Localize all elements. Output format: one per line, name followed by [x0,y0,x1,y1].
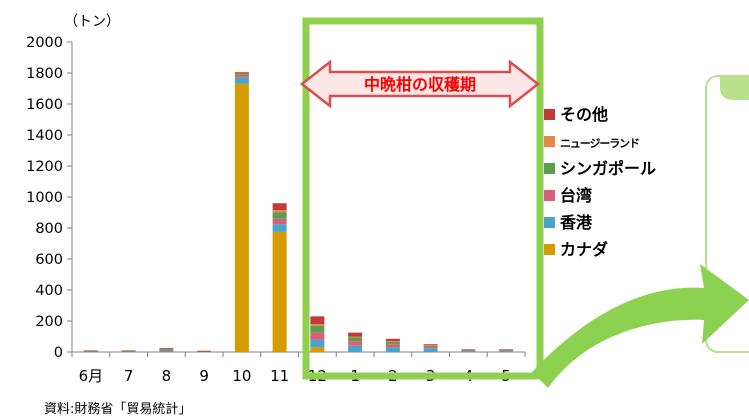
legend-label: 台湾 [560,186,592,205]
bar-segment [348,341,363,346]
legend-label: その他 [560,105,608,124]
bar-segment [121,351,136,353]
x-tick-label: 10 [232,367,251,385]
bar-segment [159,350,174,352]
harvest-period-label: 中晩柑の収穫期 [364,75,476,94]
y-tick-label: 1600 [26,97,63,113]
bar-segment [272,210,287,213]
source-note: 資料:財務省「貿易統計」 [44,402,192,417]
y-tick-label: 800 [35,221,63,237]
bar-segment [197,350,212,352]
bar-segment [385,344,400,348]
legend-swatch [544,109,555,120]
bar-segment [499,349,514,351]
bar-segment [234,77,249,84]
legend-label: カナダ [560,240,608,259]
bars [83,72,514,353]
bar-segment [423,345,438,347]
bar-segment [385,338,400,342]
x-tick-label: 6月 [79,367,104,385]
bar-segment [348,345,363,352]
legend-swatch [544,190,555,201]
bar-segment [159,348,174,350]
x-tick-label: 11 [270,367,289,385]
harvest-season-frame [302,17,544,380]
y-tick-label: 0 [54,345,63,361]
bar-segment [499,351,514,353]
legend-swatch [544,217,555,228]
bar-segment [423,344,438,346]
bar-segment [234,76,249,78]
y-tick-label: 1000 [26,190,63,206]
bar-segment [310,339,325,348]
bar-segment [234,73,249,75]
legend-swatch [544,244,555,255]
bar-segment [348,337,363,342]
bar-segment [385,341,400,345]
bar-segment [385,347,400,352]
y-tick-label: 1800 [26,66,63,82]
x-tick-label: 7 [124,367,134,385]
legend-label: 香港 [559,213,593,232]
bar-segment [83,351,98,353]
bar-segment [423,345,438,346]
bar-segment [272,212,287,219]
bar-segment [499,350,514,352]
y-tick-label: 200 [35,314,63,330]
legend-label: ニュージーランド [560,137,640,150]
curved-arrow [532,264,749,388]
harvest-period-double-arrow [299,59,541,109]
y-tick-label: 1200 [26,159,63,175]
bar-segment [385,341,400,342]
bar-segment [310,316,325,325]
bar-segment [234,72,249,74]
legend-swatch [544,163,555,174]
legend-label: シンガポール [560,159,656,178]
bar-segment [272,203,287,211]
x-tick-label: 9 [199,367,209,385]
bar-segment [310,324,325,326]
bar-segment [461,350,476,351]
bar-segment [499,350,514,351]
x-tick-label: 8 [162,367,172,385]
bar-segment [348,332,363,337]
bar-segment [423,346,438,349]
y-tick-label: 1400 [26,128,63,144]
y-unit-label: （トン） [64,14,120,30]
x-axis: 6月 7 8 9 10 11 12 1 2 3 4 5 [71,351,526,385]
bar-segment [310,347,325,352]
bar-segment [234,83,249,352]
y-tick-label: 400 [35,283,63,299]
bar-segment [310,325,325,333]
side-callout-tab [720,76,749,100]
bar-segment [272,231,287,352]
bar-segment [159,349,174,351]
bar-segment [310,332,325,340]
bar-segment [234,74,249,77]
bar-segment [461,349,476,351]
bar-segment [348,336,363,338]
bar-segment [83,350,98,352]
bar-segment [461,351,476,353]
bar-segment [272,218,287,225]
bar-segment [197,351,212,353]
bar-segment [272,224,287,232]
y-tick-label: 600 [35,252,63,268]
bar-segment [423,348,438,352]
y-tick-label: 2000 [26,35,63,51]
bar-segment [121,350,136,352]
bar-segment [159,349,174,351]
bar-segment [461,350,476,352]
legend-swatch [544,136,555,147]
